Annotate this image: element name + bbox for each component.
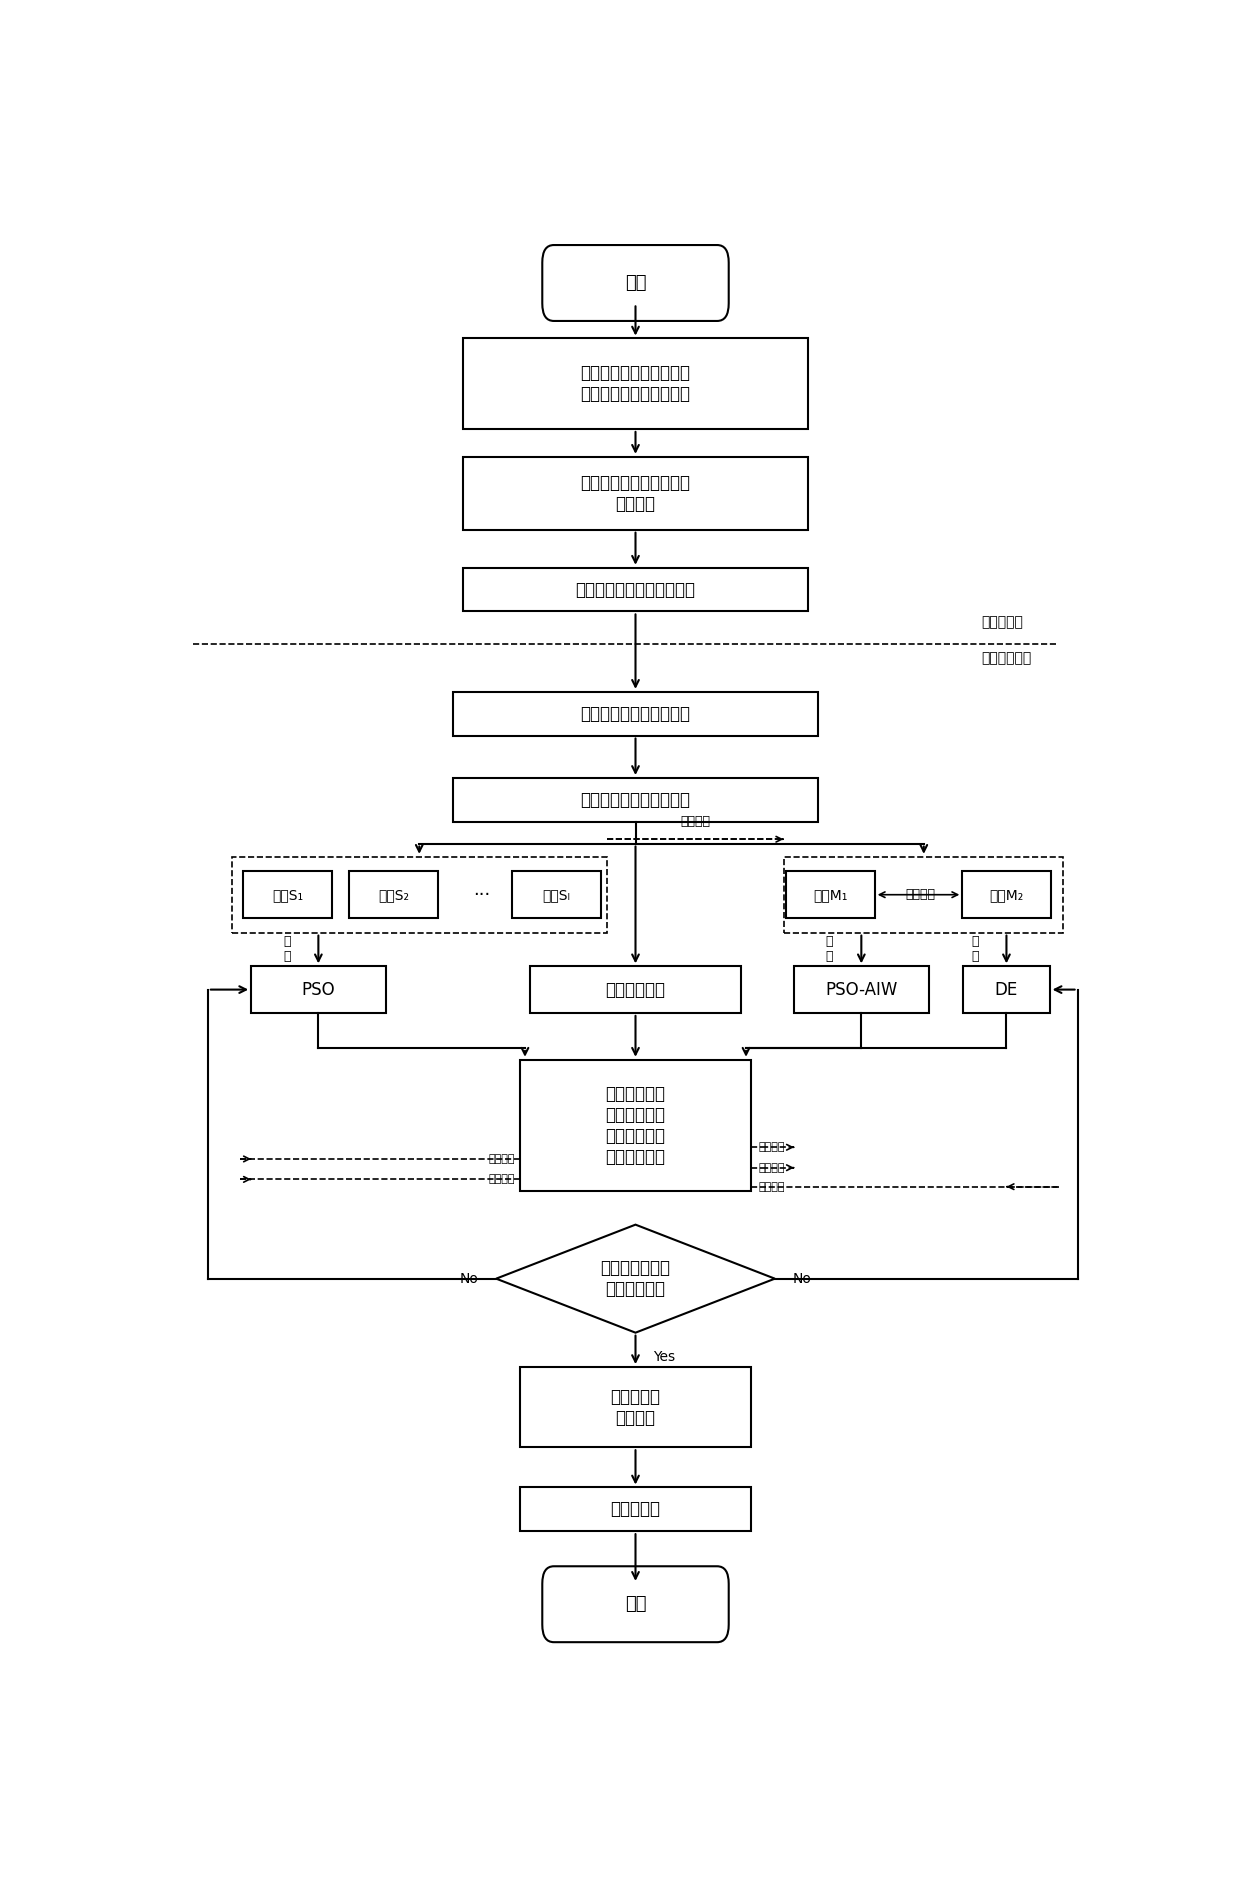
- Bar: [521, 1488, 751, 1532]
- Bar: [350, 872, 438, 918]
- Text: 计算适应度值: 计算适应度值: [605, 980, 666, 999]
- Text: 是否迭代结束？
或是否收敛？: 是否迭代结束？ 或是否收敛？: [600, 1259, 671, 1299]
- Polygon shape: [496, 1225, 775, 1333]
- FancyBboxPatch shape: [542, 1566, 729, 1642]
- Text: 建立智能整定的约束函数: 建立智能整定的约束函数: [580, 791, 691, 810]
- Bar: [463, 339, 808, 428]
- Text: Yes: Yes: [652, 1350, 675, 1365]
- Text: 采集配网终端遥测、遥信
量，建立配电网故障模型: 采集配网终端遥测、遥信 量，建立配电网故障模型: [580, 364, 691, 404]
- Text: 种群信息: 种群信息: [489, 1174, 516, 1185]
- Text: 智能整定阶段: 智能整定阶段: [982, 650, 1032, 665]
- Text: 全局信息: 全局信息: [759, 1181, 785, 1193]
- Text: 智能整定区域内配网保护
定值编码: 智能整定区域内配网保护 定值编码: [580, 474, 691, 512]
- Text: PSO-AIW: PSO-AIW: [825, 980, 898, 999]
- Text: 从群S₂: 从群S₂: [378, 887, 409, 902]
- Text: 从群Sₗ: 从群Sₗ: [543, 887, 570, 902]
- Bar: [529, 967, 742, 1012]
- Bar: [521, 1367, 751, 1447]
- Text: 输出最优解
和最优值: 输出最优解 和最优值: [610, 1388, 661, 1426]
- Text: No: No: [460, 1272, 479, 1285]
- Text: 更
新: 更 新: [826, 935, 833, 963]
- Text: 不体信息: 不体信息: [759, 1141, 785, 1153]
- Bar: [794, 967, 929, 1012]
- Text: 结束: 结束: [625, 1595, 646, 1613]
- Text: 共享信息: 共享信息: [905, 887, 935, 901]
- Text: 主群M₁: 主群M₁: [813, 887, 848, 902]
- Text: 子群信息: 子群信息: [759, 1162, 785, 1174]
- Bar: [962, 872, 1050, 918]
- Text: 开始: 开始: [625, 275, 646, 292]
- Bar: [463, 567, 808, 612]
- Bar: [785, 857, 1063, 933]
- Bar: [786, 872, 874, 918]
- Bar: [243, 872, 332, 918]
- Bar: [512, 872, 601, 918]
- Text: PSO: PSO: [301, 980, 335, 999]
- Bar: [232, 857, 606, 933]
- Text: 更
新: 更 新: [283, 935, 290, 963]
- Text: 初始化种群（位置和速度）: 初始化种群（位置和速度）: [575, 580, 696, 599]
- Text: DE: DE: [994, 980, 1018, 999]
- Text: 主群M₂: 主群M₂: [990, 887, 1023, 902]
- Text: 更新个体最优
更新种群最优
更新子群最优
更新全局最优: 更新个体最优 更新种群最优 更新子群最优 更新全局最优: [605, 1085, 666, 1166]
- Text: 最优值解码: 最优值解码: [610, 1500, 661, 1519]
- Text: No: No: [792, 1272, 811, 1285]
- Text: 从群S₁: 从群S₁: [272, 887, 304, 902]
- FancyBboxPatch shape: [542, 245, 729, 320]
- Bar: [963, 967, 1050, 1012]
- Text: 更
新: 更 新: [971, 935, 978, 963]
- Bar: [463, 457, 808, 529]
- Text: 建立智能整定的目标函数: 建立智能整定的目标函数: [580, 705, 691, 722]
- Text: 初始化阶段: 初始化阶段: [982, 614, 1023, 629]
- Bar: [521, 1060, 751, 1191]
- Text: 不体信息: 不体信息: [489, 1155, 516, 1164]
- Bar: [453, 777, 818, 821]
- Text: 传递信息: 传递信息: [681, 815, 711, 827]
- Text: ···: ···: [474, 885, 490, 904]
- Bar: [453, 692, 818, 736]
- Bar: [250, 967, 386, 1012]
